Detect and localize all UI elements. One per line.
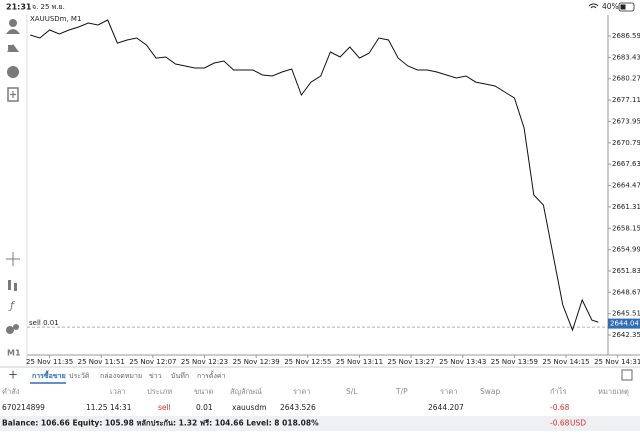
- timeframe-button[interactable]: M1: [7, 349, 21, 358]
- svg-text:ƒ: ƒ: [8, 299, 16, 312]
- indicators-button[interactable]: ƒ: [8, 299, 16, 312]
- trade-button[interactable]: [7, 44, 19, 52]
- table-cell: 11.25 14:31: [86, 403, 132, 412]
- table-cell: xauusdm: [232, 403, 267, 412]
- tab[interactable]: ประวัติ: [69, 372, 90, 380]
- x-tick-label: 25 Nov 13:59: [491, 358, 538, 366]
- x-tick-label: 25 Nov 14:31: [594, 358, 640, 366]
- table-cell: sell: [158, 403, 171, 412]
- y-tick-label: 2661.310: [612, 203, 640, 211]
- tab[interactable]: การตั้งค่า: [197, 369, 226, 380]
- battery-level: [620, 4, 626, 10]
- current-price-box: [608, 318, 640, 329]
- summary-profit: -0.68: [550, 419, 570, 428]
- y-tick-label: 2683.430: [612, 53, 640, 61]
- table-cell: 670214899: [2, 403, 45, 412]
- y-tick-label: 2686.590: [612, 32, 640, 40]
- tab[interactable]: ข่าว: [149, 372, 162, 380]
- left-toolbar: ƒ M1: [6, 19, 21, 358]
- tab[interactable]: บันทึก: [171, 371, 189, 380]
- price-line: [30, 19, 599, 332]
- tabs: การซื้อขาย ประวัติ กล่องจดหมาย ข่าว บันทึก กา…: [30, 369, 226, 384]
- table-cell: -0.68: [550, 403, 570, 412]
- chart: XAUUSDm, M1 2686.590 2683.430 2680.270 2677…: [26, 15, 640, 366]
- y-tick-label: 2670.790: [612, 139, 640, 147]
- table-cell: 0.01: [196, 403, 213, 412]
- order-line-label: sell 0.01: [29, 319, 59, 327]
- y-tick-label: 2680.270: [612, 75, 640, 83]
- column-header: คำสั่ง: [2, 386, 20, 396]
- x-tick-label: 25 Nov 12:55: [284, 358, 331, 366]
- column-header: สัญลักษณ์: [230, 387, 262, 396]
- column-header: กำไร: [550, 387, 567, 396]
- x-tick-label: 25 Nov 12:23: [181, 358, 228, 366]
- column-header: ขนาด: [194, 387, 213, 396]
- x-tick-label: 25 Nov 12:39: [233, 358, 280, 366]
- new-order-button[interactable]: [7, 87, 19, 102]
- tab[interactable]: กล่องจดหมาย: [100, 372, 142, 380]
- status-time: 21:31: [6, 3, 32, 12]
- tab[interactable]: การซื้อขาย: [32, 369, 66, 380]
- y-tick-label: 2648.670: [612, 288, 640, 296]
- column-header: T/P: [395, 387, 408, 396]
- summary-text: Balance: 106.66 Equity: 105.98 หลักประกั…: [2, 419, 319, 428]
- column-header: หมายเหตุ: [598, 387, 629, 396]
- y-tick-label: 2658.150: [612, 224, 640, 232]
- summary-bar: [0, 416, 640, 431]
- wifi-icon: [588, 3, 599, 9]
- x-tick-label: 25 Nov 13:27: [388, 358, 435, 366]
- y-tick-label: 2654.990: [612, 246, 640, 254]
- y-tick-label: 2664.470: [612, 182, 640, 190]
- add-button[interactable]: +: [8, 368, 18, 382]
- table-cell: 2643.526: [280, 403, 316, 412]
- column-header: ราคา: [440, 387, 457, 396]
- y-tick-label: 2677.110: [612, 96, 640, 104]
- chat-button[interactable]: [7, 66, 19, 78]
- column-header: S/L: [346, 387, 358, 396]
- y-tick-label: 2667.630: [612, 160, 640, 168]
- battery-text: 40%: [602, 2, 619, 11]
- column-header: ราคา: [293, 387, 310, 396]
- y-tick-label: 2645.510: [612, 310, 640, 318]
- objects-button[interactable]: [6, 324, 19, 334]
- x-tick-label: 25 Nov 13:11: [336, 358, 383, 366]
- column-header: Swap: [480, 387, 500, 396]
- status-date: จ. 25 พ.ย.: [32, 3, 65, 11]
- x-tick-label: 25 Nov 11:35: [26, 358, 73, 366]
- battery-icon: [618, 2, 635, 12]
- x-tick-label: 25 Nov 12:07: [129, 358, 176, 366]
- y-tick-label: 2642.350: [612, 331, 640, 339]
- column-header: ประเภท: [147, 387, 172, 396]
- y-tick-label: 2651.830: [612, 267, 640, 275]
- positions-table: คำสั่ง เวลา ประเภท ขนาด สัญลักษณ์ ราคา S/L T/P ร…: [2, 386, 629, 412]
- x-tick-label: 25 Nov 14:15: [542, 358, 589, 366]
- table-cell: 2644.207: [428, 403, 464, 412]
- account-button[interactable]: [6, 19, 20, 34]
- chart-type-button[interactable]: [8, 280, 17, 291]
- current-price-label: 2644.047: [610, 320, 640, 328]
- chart-title: XAUUSDm, M1: [30, 15, 81, 23]
- x-tick-label: 25 Nov 13:43: [439, 358, 486, 366]
- column-header: เวลา: [110, 387, 126, 396]
- crosshair-button[interactable]: [6, 252, 20, 266]
- y-tick-label: 2673.950: [612, 117, 640, 125]
- x-tick-label: 25 Nov 11:51: [78, 358, 125, 366]
- summary-currency: USD: [570, 419, 586, 428]
- panel-menu-icon[interactable]: [621, 369, 633, 381]
